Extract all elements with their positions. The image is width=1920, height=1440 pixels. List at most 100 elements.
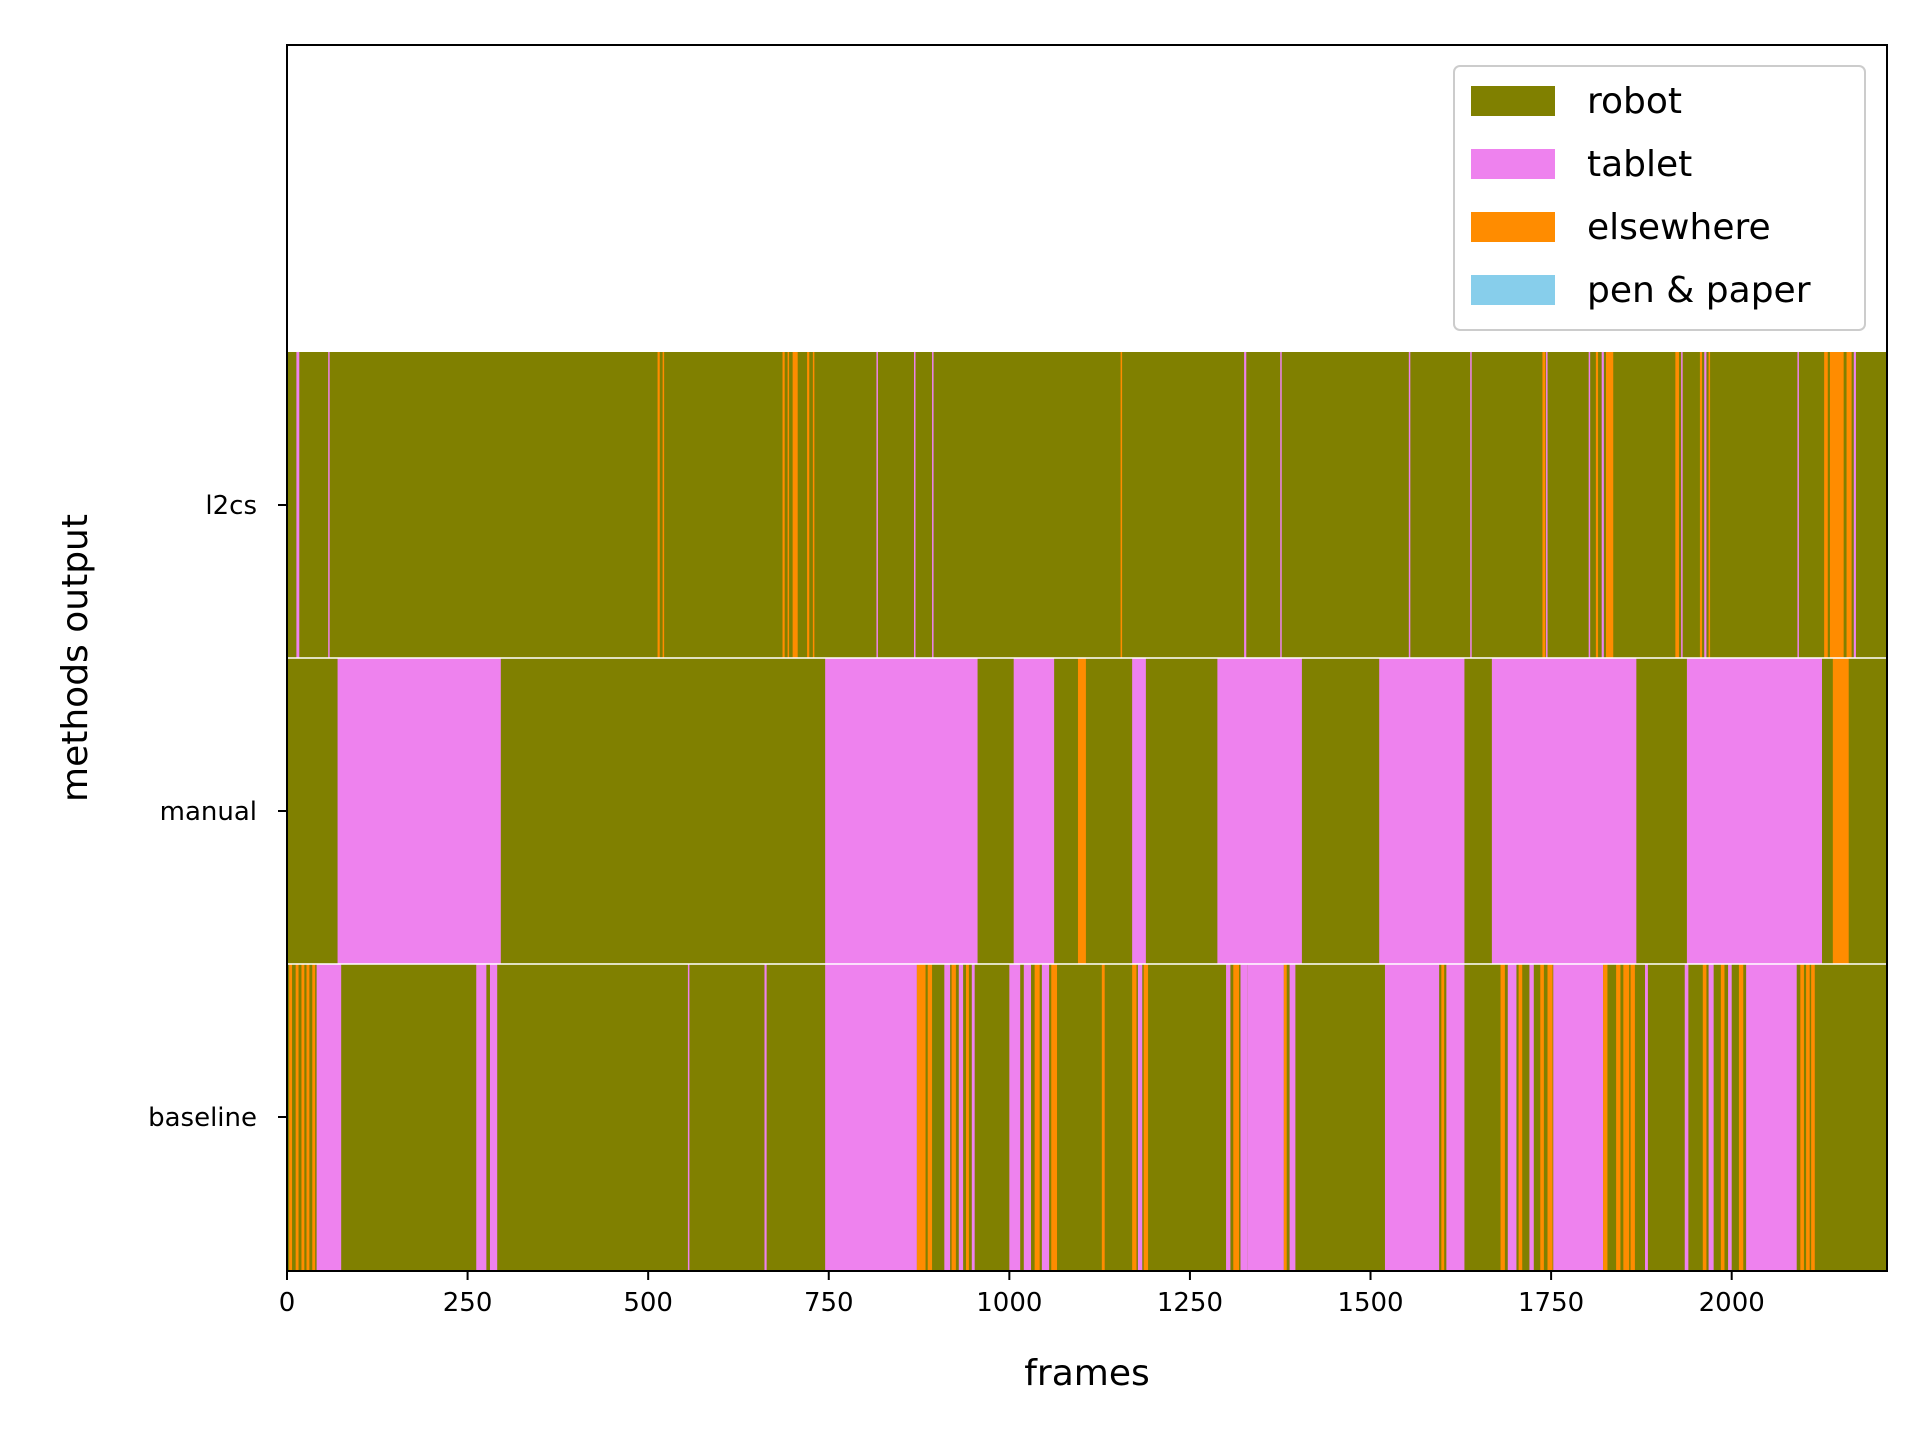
segment-manual-tablet-2 (1013, 658, 1055, 964)
segment-baseline-elsewhere-43 (1603, 964, 1608, 1270)
plot-frame (286, 44, 1888, 1272)
segment-baseline-tablet-18 (1009, 964, 1021, 1270)
segment-baseline-tablet-39 (1529, 964, 1534, 1270)
segment-baseline-tablet-5 (316, 964, 342, 1270)
segment-baseline-tablet-15 (958, 964, 964, 1270)
x-tick-label-0: 0 (279, 1288, 296, 1318)
segment-baseline-elsewhere-31 (1283, 964, 1287, 1270)
segment-l2cs-tablet-14 (1280, 352, 1282, 658)
segment-baseline-elsewhere-3 (306, 964, 310, 1270)
segment-baseline-elsewhere-14 (951, 964, 956, 1270)
x-tick-label-500: 500 (623, 1288, 673, 1318)
x-tick-label-250: 250 (443, 1288, 493, 1318)
segment-baseline-tablet-32 (1289, 964, 1296, 1270)
segment-baseline-elsewhere-40 (1540, 964, 1544, 1270)
segment-l2cs-tablet-28 (1797, 352, 1799, 658)
segment-l2cs-tablet-19 (1588, 352, 1591, 658)
segment-l2cs-tablet-24 (1681, 352, 1683, 658)
segment-baseline-tablet-52 (1728, 964, 1732, 1270)
legend-label-pen-paper: pen & paper (1587, 270, 1811, 311)
segment-manual-tablet-1 (825, 658, 978, 964)
segment-l2cs-tablet-32 (1853, 352, 1856, 658)
segment-l2cs-elsewhere-3 (662, 352, 665, 658)
segment-baseline-elsewhere-45 (1623, 964, 1630, 1270)
segment-l2cs-elsewhere-29 (1824, 352, 1828, 658)
segment-baseline-elsewhere-1 (295, 964, 299, 1270)
segment-l2cs-elsewhere-4 (782, 352, 785, 658)
segment-baseline-elsewhere-11 (916, 964, 926, 1270)
segment-baseline-elsewhere-0 (289, 964, 293, 1270)
segment-baseline-tablet-35 (1446, 964, 1465, 1270)
x-tick-label-1500: 1500 (1337, 1288, 1403, 1318)
segment-baseline-tablet-30 (1247, 964, 1284, 1270)
segment-l2cs-tablet-9 (876, 352, 878, 658)
x-tick-label-2000: 2000 (1699, 1288, 1765, 1318)
legend: robot tablet elsewhere pen & paper (1453, 65, 1866, 331)
segment-baseline-tablet-29 (1240, 964, 1248, 1270)
row-background-manual (287, 658, 1887, 964)
segment-baseline-tablet-47 (1645, 964, 1648, 1270)
legend-label-robot: robot (1587, 81, 1682, 122)
segment-l2cs-tablet-16 (1470, 352, 1472, 658)
segment-l2cs-tablet-21 (1601, 352, 1604, 658)
segment-manual-elsewhere-9 (1832, 658, 1849, 964)
timeline-bars (287, 352, 1887, 1270)
segment-baseline-elsewhere-44 (1616, 964, 1621, 1270)
legend-swatch-elsewhere (1471, 212, 1555, 242)
segment-l2cs-tablet-10 (913, 352, 916, 658)
segment-baseline-elsewhere-26 (1143, 964, 1149, 1270)
segment-baseline-tablet-17 (971, 964, 975, 1270)
legend-swatch-robot (1471, 86, 1555, 116)
segment-l2cs-elsewhere-12 (1120, 352, 1123, 658)
segment-baseline-tablet-13 (944, 964, 951, 1270)
segment-baseline-elsewhere-24 (1132, 964, 1137, 1270)
segment-baseline-tablet-42 (1553, 964, 1604, 1270)
segment-baseline-tablet-8 (687, 964, 690, 1270)
segment-l2cs-elsewhere-30 (1829, 352, 1844, 658)
segment-l2cs-elsewhere-22 (1606, 352, 1614, 658)
y-axis-label: methods output (55, 514, 96, 802)
segment-baseline-tablet-10 (825, 964, 917, 1270)
segment-manual-elsewhere-3 (1077, 658, 1086, 964)
segment-l2cs-tablet-26 (1704, 352, 1707, 658)
segment-baseline-tablet-25 (1137, 964, 1143, 1270)
segment-baseline-elsewhere-2 (301, 964, 305, 1270)
segment-l2cs-elsewhere-31 (1846, 352, 1852, 658)
x-tick-label-1000: 1000 (976, 1288, 1042, 1318)
segment-baseline-elsewhere-28 (1233, 964, 1240, 1270)
segment-manual-tablet-8 (1686, 658, 1822, 964)
segment-baseline-elsewhere-56 (1806, 964, 1810, 1270)
segment-l2cs-elsewhere-25 (1699, 352, 1703, 658)
y-tick-label-baseline: baseline (148, 1103, 257, 1133)
y-tick-label-l2cs: l2cs (205, 491, 257, 521)
segment-baseline-tablet-6 (476, 964, 487, 1270)
segment-baseline-elsewhere-55 (1800, 964, 1804, 1270)
segment-baseline-elsewhere-53 (1738, 964, 1744, 1270)
segment-baseline-tablet-19 (1023, 964, 1032, 1270)
segment-l2cs-tablet-1 (328, 352, 330, 658)
row-separators (287, 657, 1887, 965)
segment-baseline-tablet-21 (1041, 964, 1050, 1270)
segment-baseline-elsewhere-16 (966, 964, 969, 1270)
segment-baseline-elsewhere-20 (1034, 964, 1040, 1270)
y-axis-ticks: l2cs manual baseline (148, 491, 287, 1133)
segment-baseline-elsewhere-4 (312, 964, 316, 1270)
x-tick-label-1750: 1750 (1518, 1288, 1584, 1318)
legend-label-tablet: tablet (1587, 144, 1692, 185)
segment-l2cs-elsewhere-17 (1542, 352, 1546, 658)
segment-l2cs-tablet-0 (296, 352, 300, 658)
segment-baseline-elsewhere-22 (1051, 964, 1058, 1270)
segment-l2cs-tablet-18 (1546, 352, 1548, 658)
x-axis-ticks: 0 250 500 750 1000 1250 1500 1750 2000 (279, 1271, 1765, 1318)
segment-baseline-tablet-54 (1746, 964, 1797, 1270)
y-tick-label-manual: manual (160, 797, 257, 827)
segment-manual-tablet-5 (1217, 658, 1302, 964)
segment-manual-tablet-6 (1379, 658, 1465, 964)
segment-l2cs-tablet-13 (1244, 352, 1247, 658)
segment-l2cs-elsewhere-23 (1675, 352, 1679, 658)
segment-baseline-elsewhere-23 (1101, 964, 1105, 1270)
segment-l2cs-elsewhere-7 (807, 352, 810, 658)
segment-baseline-elsewhere-12 (927, 964, 933, 1270)
segment-baseline-tablet-50 (1708, 964, 1714, 1270)
